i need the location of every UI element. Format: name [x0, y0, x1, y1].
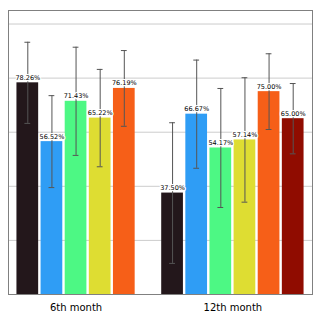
svg-text:66.67%: 66.67% — [184, 105, 209, 113]
svg-text:57.14%: 57.14% — [233, 131, 258, 139]
svg-text:76.19%: 76.19% — [112, 79, 137, 87]
svg-text:71.43%: 71.43% — [64, 92, 89, 100]
svg-text:54.17%: 54.17% — [208, 139, 233, 147]
svg-text:37.50%: 37.50% — [160, 184, 185, 192]
svg-text:65.22%: 65.22% — [88, 109, 113, 117]
svg-text:56.52%: 56.52% — [40, 133, 65, 141]
svg-text:12th month: 12th month — [204, 302, 263, 313]
svg-text:75.00%: 75.00% — [257, 83, 282, 91]
svg-text:6th month: 6th month — [50, 302, 102, 313]
svg-text:78.26%: 78.26% — [15, 74, 40, 82]
svg-text:65.00%: 65.00% — [281, 110, 306, 118]
